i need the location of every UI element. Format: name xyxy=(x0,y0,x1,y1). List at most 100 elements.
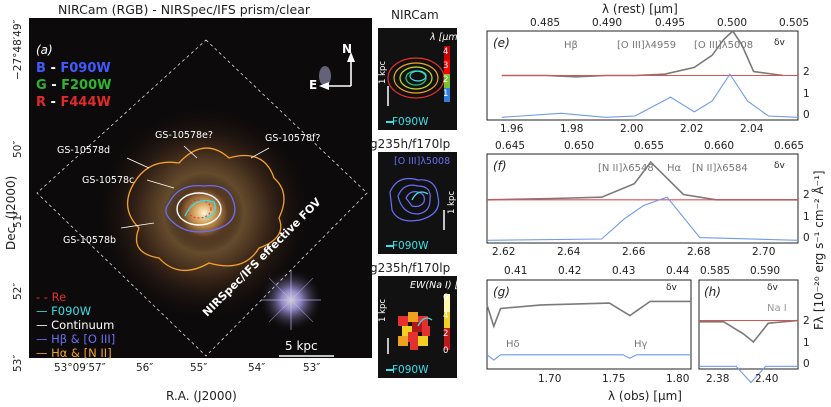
flux-tick: 1 xyxy=(803,88,810,100)
small-panel-2-image xyxy=(378,152,457,254)
legend-hbeta-oiii: Hβ & [O III] xyxy=(51,332,116,346)
small-panel-2-scale: 1 kpc xyxy=(447,190,457,214)
legend-halpha-nii: Hα & [N II] xyxy=(51,346,112,360)
rest-tick: 0.43 xyxy=(612,265,636,277)
panel-label-e: (e) xyxy=(493,36,510,50)
ra-tick: 53″ xyxy=(303,362,321,374)
compass-north: N xyxy=(342,42,353,56)
filter-name-r: F444W xyxy=(60,95,111,110)
small-panel-1-inset: λ [μm] xyxy=(430,32,462,43)
main-panel-label: (a) xyxy=(36,43,53,57)
small-panel-3-inset: EW(Na I) [Å] xyxy=(410,280,469,291)
resolution-f: δv xyxy=(774,161,785,171)
rest-tick: 0.590 xyxy=(750,265,781,277)
filter-letter-g: G xyxy=(36,78,47,93)
colorbar-tick: 2 xyxy=(443,75,449,85)
series-absorption xyxy=(699,365,798,384)
dec-tick: 53″ xyxy=(12,354,24,372)
panel-label-f: (f) xyxy=(493,159,507,173)
source-label-f: GS-10578f? xyxy=(265,133,321,144)
legend-continuum: Continuum xyxy=(51,318,115,332)
colorbar-tick: 3 xyxy=(443,61,449,71)
series-absorption xyxy=(486,354,691,361)
line-label-nii6548: [N II]λ6548 xyxy=(598,163,654,174)
filter-legend: B - F090W G - F200W R - F444W xyxy=(36,61,112,110)
series-data xyxy=(486,300,691,329)
colorbar-tick: 4 xyxy=(443,47,449,57)
flux-axis-label: Fλ [10⁻²⁰ erg s⁻¹ cm⁻² Å⁻¹] xyxy=(812,170,826,330)
obs-tick: 2.68 xyxy=(687,246,711,258)
colorbar-tick: 1 xyxy=(443,89,449,99)
flux-tick: 1 xyxy=(803,337,810,349)
obs-axis-label: λ (obs) [μm] xyxy=(608,389,682,403)
line-label-nai: Na I xyxy=(767,303,787,314)
small-panel-3-filter: F090W xyxy=(392,364,429,376)
rest-tick: 0.585 xyxy=(700,265,731,277)
rest-tick: 0.495 xyxy=(655,17,686,29)
resolution-e: δv xyxy=(774,38,785,48)
obs-tick: 2.40 xyxy=(755,373,779,385)
ra-tick: 56″ xyxy=(136,362,154,374)
rest-tick: 0.41 xyxy=(504,265,528,277)
spectrum-f xyxy=(486,153,799,244)
dec-tick: 52″ xyxy=(12,282,24,300)
contour-legend: - - Re — F090W — Continuum — Hβ & [O III… xyxy=(36,290,116,360)
line-label-oiii4959: [O III]λ4959 xyxy=(617,40,677,51)
filter-name-g: F200W xyxy=(61,78,112,93)
line-label-nii6584: [N II]λ6584 xyxy=(692,163,748,174)
obs-tick: 1.96 xyxy=(500,123,524,135)
series-emission xyxy=(486,196,799,241)
series-data xyxy=(501,29,784,78)
obs-tick: 2.70 xyxy=(752,246,776,258)
scale-bar-label: 5 kpc xyxy=(285,339,318,353)
flux-tick: 1 xyxy=(803,211,810,223)
colorbar-tick: 0 xyxy=(443,346,449,356)
rest-tick: 0.660 xyxy=(704,140,735,152)
small-panel-2-filter: F090W xyxy=(392,240,429,252)
colorbar-tick: 6 xyxy=(443,293,449,303)
rest-tick: 0.44 xyxy=(666,265,690,277)
obs-tick: 2.64 xyxy=(557,246,581,258)
source-label-e: GS-10578e? xyxy=(155,130,213,141)
legend-re: Re xyxy=(51,290,67,304)
filter-letter-r: R xyxy=(36,95,47,110)
dec-tick: 51″ xyxy=(12,210,24,228)
source-label-b: GS-10578b xyxy=(63,235,117,246)
source-label-d: GS-10578d xyxy=(57,145,111,156)
obs-tick: 1.98 xyxy=(560,123,584,135)
rest-tick: 0.485 xyxy=(530,17,561,29)
flux-tick: 0 xyxy=(803,358,810,370)
small-panel-3-title: g235h/f170lp xyxy=(370,261,451,275)
flux-tick: 0 xyxy=(803,109,810,121)
rest-tick: 0.650 xyxy=(564,140,595,152)
line-label-hgamma: Hγ xyxy=(634,339,648,350)
series-emission xyxy=(501,73,799,118)
filter-name-b: F090W xyxy=(60,61,111,76)
series-data xyxy=(699,319,799,344)
obs-tick: 1.75 xyxy=(602,373,626,385)
rest-tick: 0.500 xyxy=(717,17,748,29)
flux-tick: 2 xyxy=(803,66,810,78)
spectrum-h xyxy=(698,279,799,384)
spectrum-e xyxy=(486,29,799,121)
rest-axis-label: λ (rest) [μm] xyxy=(602,2,678,16)
resolution-g: δv xyxy=(666,283,677,293)
rest-tick: 0.42 xyxy=(558,265,582,277)
legend-f090w: F090W xyxy=(51,304,92,318)
panel-label-h: (h) xyxy=(704,285,721,299)
small-panel-1-image xyxy=(378,28,457,130)
colorbar-tick: 4 xyxy=(443,311,449,321)
small-panel-3-image xyxy=(378,276,457,378)
ra-tick: 54″ xyxy=(248,362,266,374)
source-label-c: GS-10578c xyxy=(82,175,135,186)
obs-tick: 2.02 xyxy=(680,123,704,135)
obs-tick: 2.66 xyxy=(622,246,646,258)
obs-tick: 1.70 xyxy=(538,373,562,385)
rest-tick: 0.665 xyxy=(774,140,805,152)
main-image xyxy=(29,18,372,358)
obs-tick: 2.04 xyxy=(740,123,764,135)
small-panel-1-filter: F090W xyxy=(392,116,429,128)
line-label-hdelta: Hδ xyxy=(506,339,520,350)
main-panel-title: NIRCam (RGB) - NIRSpec/IFS prism/clear xyxy=(58,2,311,17)
small-panel-1-scale: 1 kpc xyxy=(378,60,388,84)
